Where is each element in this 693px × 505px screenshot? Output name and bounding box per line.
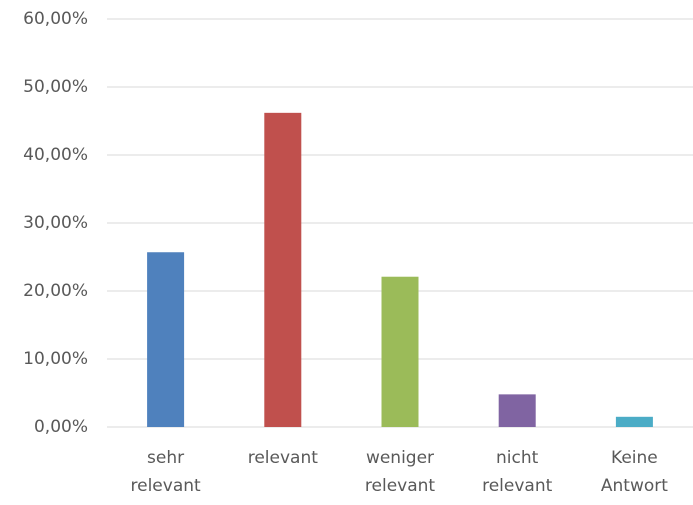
x-tick-label: nicht relevant [482, 448, 553, 496]
bar [264, 112, 302, 427]
y-tick-label: 10,00% [23, 349, 88, 369]
x-tick-label: Keine Antwort [600, 448, 668, 496]
x-tick-label: relevant [247, 448, 318, 468]
x-tick-label: sehr relevant [130, 448, 201, 496]
bar [381, 276, 419, 427]
x-tick-label: weniger relevant [364, 448, 436, 496]
y-tick-label: 20,00% [23, 281, 88, 301]
bar [615, 416, 653, 427]
y-tick-label: 60,00% [23, 9, 88, 29]
bar [147, 252, 185, 427]
y-tick-label: 0,00% [34, 417, 88, 437]
y-tick-label: 40,00% [23, 145, 88, 165]
bar [498, 394, 536, 427]
y-tick-label: 30,00% [23, 213, 88, 233]
y-tick-label: 50,00% [23, 77, 88, 97]
